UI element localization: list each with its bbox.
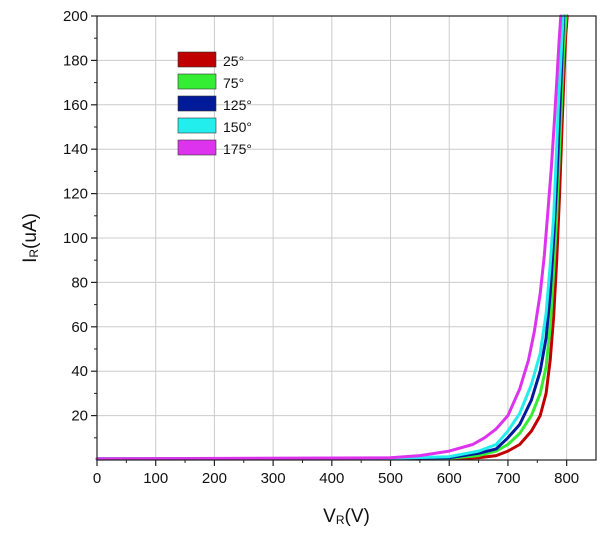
series-line-3 [95, 14, 566, 461]
y-tick-label: 200 [63, 8, 88, 25]
series-line-4 [95, 14, 565, 461]
legend-label: 175° [223, 141, 252, 157]
series-line-5 [95, 14, 563, 461]
y-tick-label: 120 [63, 186, 88, 203]
y-tick-label: 160 [63, 97, 88, 114]
y-axis-title-unit: (uA) [20, 213, 41, 249]
legend-label: 75° [223, 75, 244, 91]
y-axis-title-sub: R [27, 249, 41, 258]
ticks: 0 100 200 300 400 500 600 700 800 20 40 60 80 100 120 1… [63, 8, 579, 487]
x-tick-label: 300 [261, 470, 286, 487]
x-tick-label: 0 [93, 470, 101, 487]
legend-swatch [177, 139, 217, 156]
legend-swatch [177, 73, 217, 90]
x-axis-title: VR(V) [323, 506, 370, 527]
x-tick-label: 400 [319, 470, 344, 487]
series-line-2 [95, 14, 568, 461]
y-tick-label: 40 [71, 363, 88, 380]
legend-label: 125° [223, 97, 252, 113]
y-tick-label: 180 [63, 52, 88, 69]
legend-swatch [177, 95, 217, 112]
legend-swatch [177, 117, 217, 134]
y-tick-label: 60 [71, 319, 88, 336]
y-tick-label: 100 [63, 230, 88, 247]
y-tick-label: 80 [71, 274, 88, 291]
y-axis-title-main: I [20, 258, 41, 263]
x-axis-title-sub: R [336, 513, 345, 527]
y-axis-title: IR(uA) [20, 213, 41, 263]
x-tick-label: 600 [437, 470, 462, 487]
legend-label: 25° [223, 53, 244, 69]
y-tick-label: 20 [71, 408, 88, 425]
x-tick-label: 100 [143, 470, 168, 487]
legend: 25° 75° 125° 150° 175° [177, 51, 252, 157]
legend-label: 150° [223, 119, 252, 135]
x-tick-label: 500 [378, 470, 403, 487]
x-axis-title-main: V [323, 506, 336, 527]
y-tick-label: 140 [63, 141, 88, 158]
x-axis-title-unit: (V) [345, 506, 370, 527]
series-lines [95, 14, 569, 461]
x-tick-label: 200 [202, 470, 227, 487]
grid [97, 16, 596, 460]
legend-swatch [177, 51, 217, 68]
x-tick-label: 700 [495, 470, 520, 487]
x-tick-label: 800 [554, 470, 579, 487]
